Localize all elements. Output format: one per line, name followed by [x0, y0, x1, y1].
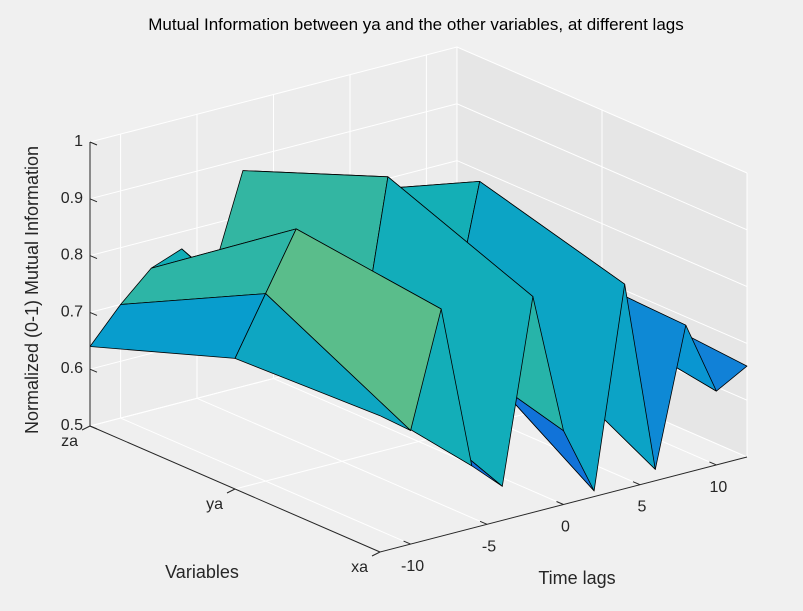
y-tick-mark	[226, 488, 236, 494]
z-tick-label: 0.6	[61, 360, 83, 377]
x-axis-label: Time lags	[538, 568, 615, 588]
x-tick-label: 0	[561, 519, 570, 536]
y-tick-mark	[371, 551, 381, 557]
y-tick-label: xa	[351, 559, 368, 576]
z-tick-label: 0.7	[61, 303, 83, 320]
z-tick-label: 1	[74, 133, 83, 150]
x-tick-mark	[403, 540, 411, 545]
tick-labels: -10 -5 0 5 10 xa ya za0.5 0.6 0.7 0.8 0.9 1	[61, 133, 728, 576]
x-tick-label: 5	[638, 499, 647, 516]
z-tick-mark	[89, 311, 98, 316]
x-tick-label: -5	[482, 538, 496, 555]
y-tick-mark	[81, 425, 91, 431]
z-tick-label: 0.8	[61, 247, 83, 264]
z-tick-label: 0.9	[61, 190, 83, 207]
surface-plot	[89, 170, 748, 492]
chart-title: Mutual Information between ya and the ot…	[148, 15, 684, 34]
z-tick-mark	[89, 425, 98, 430]
axis-lines	[81, 141, 748, 557]
z-tick-mark	[89, 368, 98, 373]
y-tick-label: za	[61, 433, 78, 450]
z-tick-mark	[89, 255, 98, 260]
z-axis-label: Normalized (0-1) Mutual Information	[22, 146, 42, 434]
x-tick-mark	[556, 501, 564, 505]
x-tick-mark	[709, 461, 717, 466]
z-tick-mark	[89, 198, 98, 203]
x-tick-label: 10	[710, 479, 728, 496]
y-tick-label: ya	[206, 496, 223, 513]
z-tick-label: 0.5	[61, 417, 83, 434]
y-axis-label: Variables	[165, 562, 239, 582]
x-tick-mark	[479, 520, 488, 525]
surface-facet	[234, 293, 412, 431]
x-tick-label: -10	[401, 558, 424, 575]
z-tick-mark	[89, 141, 98, 146]
x-tick-mark	[632, 481, 641, 486]
